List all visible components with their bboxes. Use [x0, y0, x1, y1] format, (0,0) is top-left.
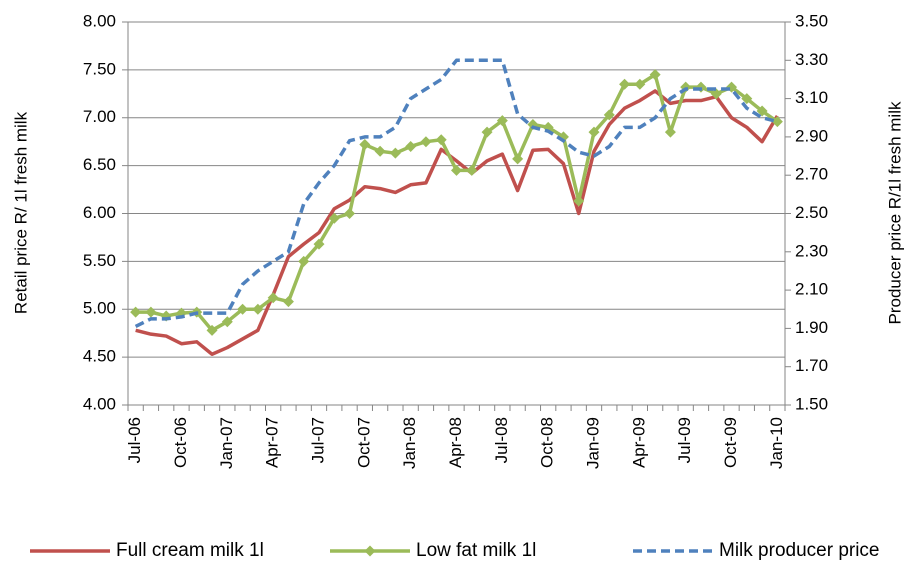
y2-tick-label: 2.50: [795, 203, 828, 222]
y-tick-label: 5.00: [83, 299, 116, 318]
point-marker: [573, 195, 585, 207]
y-tick-label: 8.00: [83, 11, 116, 30]
point-marker: [649, 69, 661, 81]
point-marker: [619, 78, 631, 90]
y2-tick-label: 2.30: [795, 241, 828, 260]
point-marker: [695, 81, 707, 93]
x-tick-label: Jul-08: [492, 417, 511, 463]
point-marker: [741, 93, 753, 105]
y-tick-label: 7.00: [83, 107, 116, 126]
y2-tick-label: 3.30: [795, 50, 828, 69]
point-marker: [206, 324, 218, 336]
y2-tick-label: 2.90: [795, 126, 828, 145]
legend-marker: [364, 545, 376, 557]
legend-label: Low fat milk 1l: [416, 540, 536, 561]
point-marker: [221, 316, 233, 328]
x-tick-label: Jan-09: [583, 417, 602, 469]
point-marker: [313, 238, 325, 250]
point-marker: [237, 303, 249, 315]
y2-axis-title: Producer price R/1l fresh milk: [885, 101, 904, 324]
point-marker: [756, 105, 768, 117]
x-tick-label: Oct-08: [538, 417, 557, 468]
y2-tick-label: 1.90: [795, 318, 828, 337]
series-line: [134, 58, 778, 329]
point-marker: [771, 116, 783, 128]
series-line: [135, 89, 779, 357]
x-tick-label: Oct-09: [721, 417, 740, 468]
y-axis-title: Retail price R/ 1l fresh milk: [11, 111, 30, 314]
x-tick-label: Apr-08: [446, 417, 465, 468]
point-marker: [512, 153, 524, 165]
y2-tick-label: 3.50: [795, 11, 828, 30]
point-marker: [634, 78, 646, 90]
legend-label: Full cream milk 1l: [116, 540, 264, 561]
point-marker: [344, 208, 356, 219]
point-marker: [145, 306, 157, 318]
y-tick-label: 4.00: [83, 394, 116, 413]
x-tick-label: Jul-09: [675, 417, 694, 463]
point-marker: [359, 139, 371, 151]
x-tick-label: Jul-06: [125, 417, 144, 463]
y2-tick-label: 1.70: [795, 356, 828, 375]
point-marker: [389, 147, 401, 159]
point-marker: [710, 88, 722, 100]
point-marker: [435, 134, 447, 146]
y2-tick-label: 3.10: [795, 88, 828, 107]
y-tick-label: 6.50: [83, 155, 116, 174]
point-marker: [466, 164, 478, 176]
point-marker: [130, 306, 142, 318]
series-line: [135, 72, 779, 333]
x-tick-label: Jan-07: [217, 417, 236, 469]
y2-tick-label: 1.50: [795, 394, 828, 413]
point-marker: [588, 126, 600, 138]
point-marker: [282, 296, 294, 308]
point-marker: [328, 212, 340, 224]
y-tick-label: 4.50: [83, 347, 116, 366]
legend-label: Milk producer price: [719, 540, 880, 561]
point-marker: [451, 164, 462, 176]
point-marker: [603, 109, 615, 121]
x-tick-label: Jan-10: [767, 417, 786, 469]
x-tick-label: Jan-08: [400, 417, 419, 469]
point-marker: [481, 126, 493, 138]
y2-tick-label: 2.70: [795, 165, 828, 184]
y-tick-label: 5.50: [83, 251, 116, 270]
x-tick-label: Oct-06: [171, 417, 190, 468]
point-marker: [496, 115, 508, 127]
point-marker: [405, 140, 417, 152]
y-tick-label: 7.50: [83, 59, 116, 78]
point-marker: [374, 145, 386, 157]
point-marker: [252, 303, 264, 315]
y-tick-label: 6.00: [83, 203, 116, 222]
point-marker: [420, 136, 432, 148]
point-marker: [267, 292, 279, 304]
x-tick-label: Apr-07: [263, 417, 282, 468]
x-tick-label: Jul-07: [308, 417, 327, 463]
point-marker: [664, 126, 676, 138]
y2-tick-label: 2.10: [795, 280, 828, 299]
x-tick-label: Apr-09: [629, 417, 648, 468]
point-marker: [298, 255, 310, 267]
x-tick-label: Oct-07: [354, 417, 373, 468]
